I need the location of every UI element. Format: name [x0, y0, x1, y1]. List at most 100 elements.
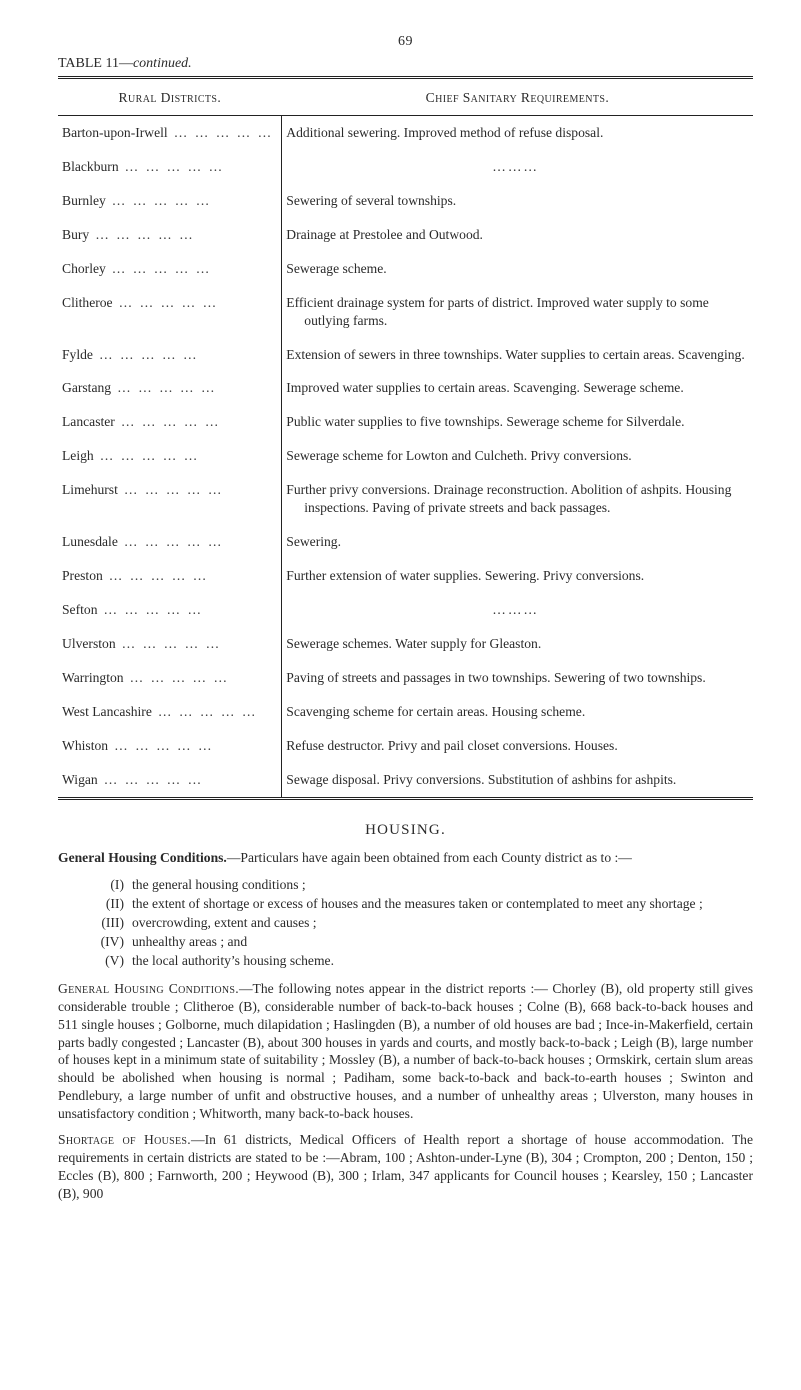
requirement-text: Public water supplies to five townships.… — [286, 413, 745, 431]
requirement-text: Drainage at Prestolee and Outwood. — [286, 226, 745, 244]
leader-dots: … … … … … — [152, 703, 273, 721]
table-title-prefix: TABLE 11— — [58, 56, 133, 71]
leader-dots: … … … … … — [103, 567, 273, 585]
roman-list: (I)the general housing conditions ;(II)t… — [58, 875, 753, 970]
leader-dots: … … … … … — [118, 533, 273, 551]
district-name: Clitheroe — [62, 294, 113, 312]
page: 69 TABLE 11—continued. Rural Districts. … — [0, 0, 801, 1390]
leader-dots: … … … … … — [111, 379, 273, 397]
shortage-para: Shortage of Houses.—In 61 districts, Med… — [58, 1131, 753, 1203]
table-row: Burnley… … … … … Sewering of several town… — [58, 184, 753, 218]
table-header-row: Rural Districts. Chief Sanitary Requirem… — [58, 79, 753, 115]
list-item: (I)the general housing conditions ; — [58, 875, 753, 894]
leader-dots: … … … … … — [98, 601, 274, 619]
header-requirements: Chief Sanitary Requirements. — [282, 79, 753, 115]
header-districts: Rural Districts. — [58, 79, 282, 115]
requirement-cell: Public water supplies to five townships.… — [282, 405, 753, 439]
requirement-text: Refuse destructor. Privy and pail closet… — [286, 737, 745, 755]
requirement-cell: Scavenging scheme for certain areas. Hou… — [282, 695, 753, 729]
district-cell: Bury… … … … … — [58, 218, 282, 252]
district-cell: Lancaster… … … … … — [58, 405, 282, 439]
requirement-cell: Efficient drainage system for parts of d… — [282, 286, 753, 338]
leader-dots: … … … … … — [115, 413, 273, 431]
district-name: Sefton — [62, 601, 98, 619]
list-item-text: overcrowding, extent and causes ; — [132, 913, 753, 932]
leader-dots: … … … … … — [94, 447, 274, 465]
leader-dots: … … … … … — [106, 192, 273, 210]
district-cell: Warrington… … … … … — [58, 661, 282, 695]
table-row: Clitheroe… … … … … Efficient drainage sys… — [58, 286, 753, 338]
list-item: (V)the local authority’s housing scheme. — [58, 951, 753, 970]
district-cell: West Lancashire… … … … … — [58, 695, 282, 729]
leader-dots: … … … … … — [168, 124, 274, 142]
sanitary-table: Rural Districts. Chief Sanitary Requirem… — [58, 79, 753, 797]
requirement-cell: Sewering of several townships. — [282, 184, 753, 218]
table-row: Lunesdale… … … … …Sewering. — [58, 525, 753, 559]
district-name: Chorley — [62, 260, 106, 278]
para2-smallcaps: General Housing Conditions. — [58, 981, 239, 996]
table-row: Fylde… … … … …Extension of sewers in thr… — [58, 338, 753, 372]
leader-dots: … … … … … — [108, 737, 273, 755]
requirement-cell: Sewerage schemes. Water supply for Gleas… — [282, 627, 753, 661]
district-name: Barton-upon-Irwell — [62, 124, 168, 142]
general-conditions-rest: —Particulars have again been obtained fr… — [227, 850, 632, 865]
district-cell: Garstang… … … … … — [58, 371, 282, 405]
district-name: Wigan — [62, 771, 98, 789]
table-row: Limehurst… … … … …Further privy conversi… — [58, 473, 753, 525]
district-cell: Sefton… … … … … — [58, 593, 282, 627]
district-cell: Preston… … … … … — [58, 559, 282, 593]
requirement-text: Extension of sewers in three townships. … — [286, 346, 745, 364]
leader-dots: … … … … … — [113, 294, 274, 312]
district-name: Ulverston — [62, 635, 116, 653]
requirement-cell: Refuse destructor. Privy and pail closet… — [282, 729, 753, 763]
table-row: Blackburn… … … … ………… — [58, 150, 753, 184]
list-item-text: the extent of shortage or excess of hous… — [132, 894, 753, 913]
list-item-text: the local authority’s housing scheme. — [132, 951, 753, 970]
page-number: 69 — [58, 34, 753, 50]
table-row: Lancaster… … … … …Public water supplies … — [58, 405, 753, 439]
table-row: Preston… … … … …Further extension of wat… — [58, 559, 753, 593]
table-title-suffix: continued. — [133, 56, 192, 71]
list-item: (IV)unhealthy areas ; and — [58, 932, 753, 951]
list-item-numeral: (IV) — [58, 932, 132, 951]
requirement-text: Scavenging scheme for certain areas. Hou… — [286, 703, 745, 721]
district-cell: Wigan… … … … … — [58, 763, 282, 797]
leader-dots: … … … … … — [116, 635, 274, 653]
requirement-cell: Extension of sewers in three townships. … — [282, 338, 753, 372]
list-item-numeral: (II) — [58, 894, 132, 913]
district-cell: Barton-upon-Irwell… … … … … — [58, 115, 282, 149]
district-name: Bury — [62, 226, 89, 244]
district-name: Warrington — [62, 669, 124, 687]
leader-dots: … … … … … — [89, 226, 273, 244]
table-row: Barton-upon-Irwell… … … … …Additional se… — [58, 115, 753, 149]
sanitary-table-wrap: Rural Districts. Chief Sanitary Requirem… — [58, 76, 753, 800]
district-name: Lancaster — [62, 413, 115, 431]
district-name: Lunesdale — [62, 533, 118, 551]
requirement-text: Sewage disposal. Privy conversions. Subs… — [286, 771, 745, 789]
leader-dots: … … … … … — [124, 669, 274, 687]
district-cell: Ulverston… … … … … — [58, 627, 282, 661]
requirement-text: Further extension of water supplies. Sew… — [286, 567, 745, 585]
table-row: Ulverston… … … … …Sewerage schemes. Wate… — [58, 627, 753, 661]
table-row: Leigh… … … … …Sewerage scheme for Lowton… — [58, 439, 753, 473]
requirement-text: Efficient drainage system for parts of d… — [286, 294, 745, 330]
requirement-text: Sewerage schemes. Water supply for Gleas… — [286, 635, 745, 653]
list-item-text: unhealthy areas ; and — [132, 932, 753, 951]
table-row: Warrington… … … … …Paving of streets and… — [58, 661, 753, 695]
requirement-text: Sewerage scheme. — [286, 260, 745, 278]
requirement-cell: ……… — [282, 150, 753, 184]
requirement-cell: Additional sewering. Improved method of … — [282, 115, 753, 149]
table-row: Sefton… … … … ………… — [58, 593, 753, 627]
list-item-numeral: (I) — [58, 875, 132, 894]
district-cell: Whiston… … … … … — [58, 729, 282, 763]
district-cell: Fylde… … … … … — [58, 338, 282, 372]
para2-rest: —The following notes appear in the distr… — [58, 981, 753, 1122]
requirement-text: Paving of streets and passages in two to… — [286, 669, 745, 687]
general-conditions-lead: General Housing Conditions. — [58, 850, 227, 865]
district-name: Burnley — [62, 192, 106, 210]
requirement-dots: ……… — [286, 601, 745, 619]
requirement-text: Improved water supplies to certain areas… — [286, 379, 745, 397]
district-cell: Blackburn… … … … … — [58, 150, 282, 184]
general-conditions-intro: General Housing Conditions.—Particulars … — [58, 849, 753, 867]
list-item-text: the general housing conditions ; — [132, 875, 753, 894]
